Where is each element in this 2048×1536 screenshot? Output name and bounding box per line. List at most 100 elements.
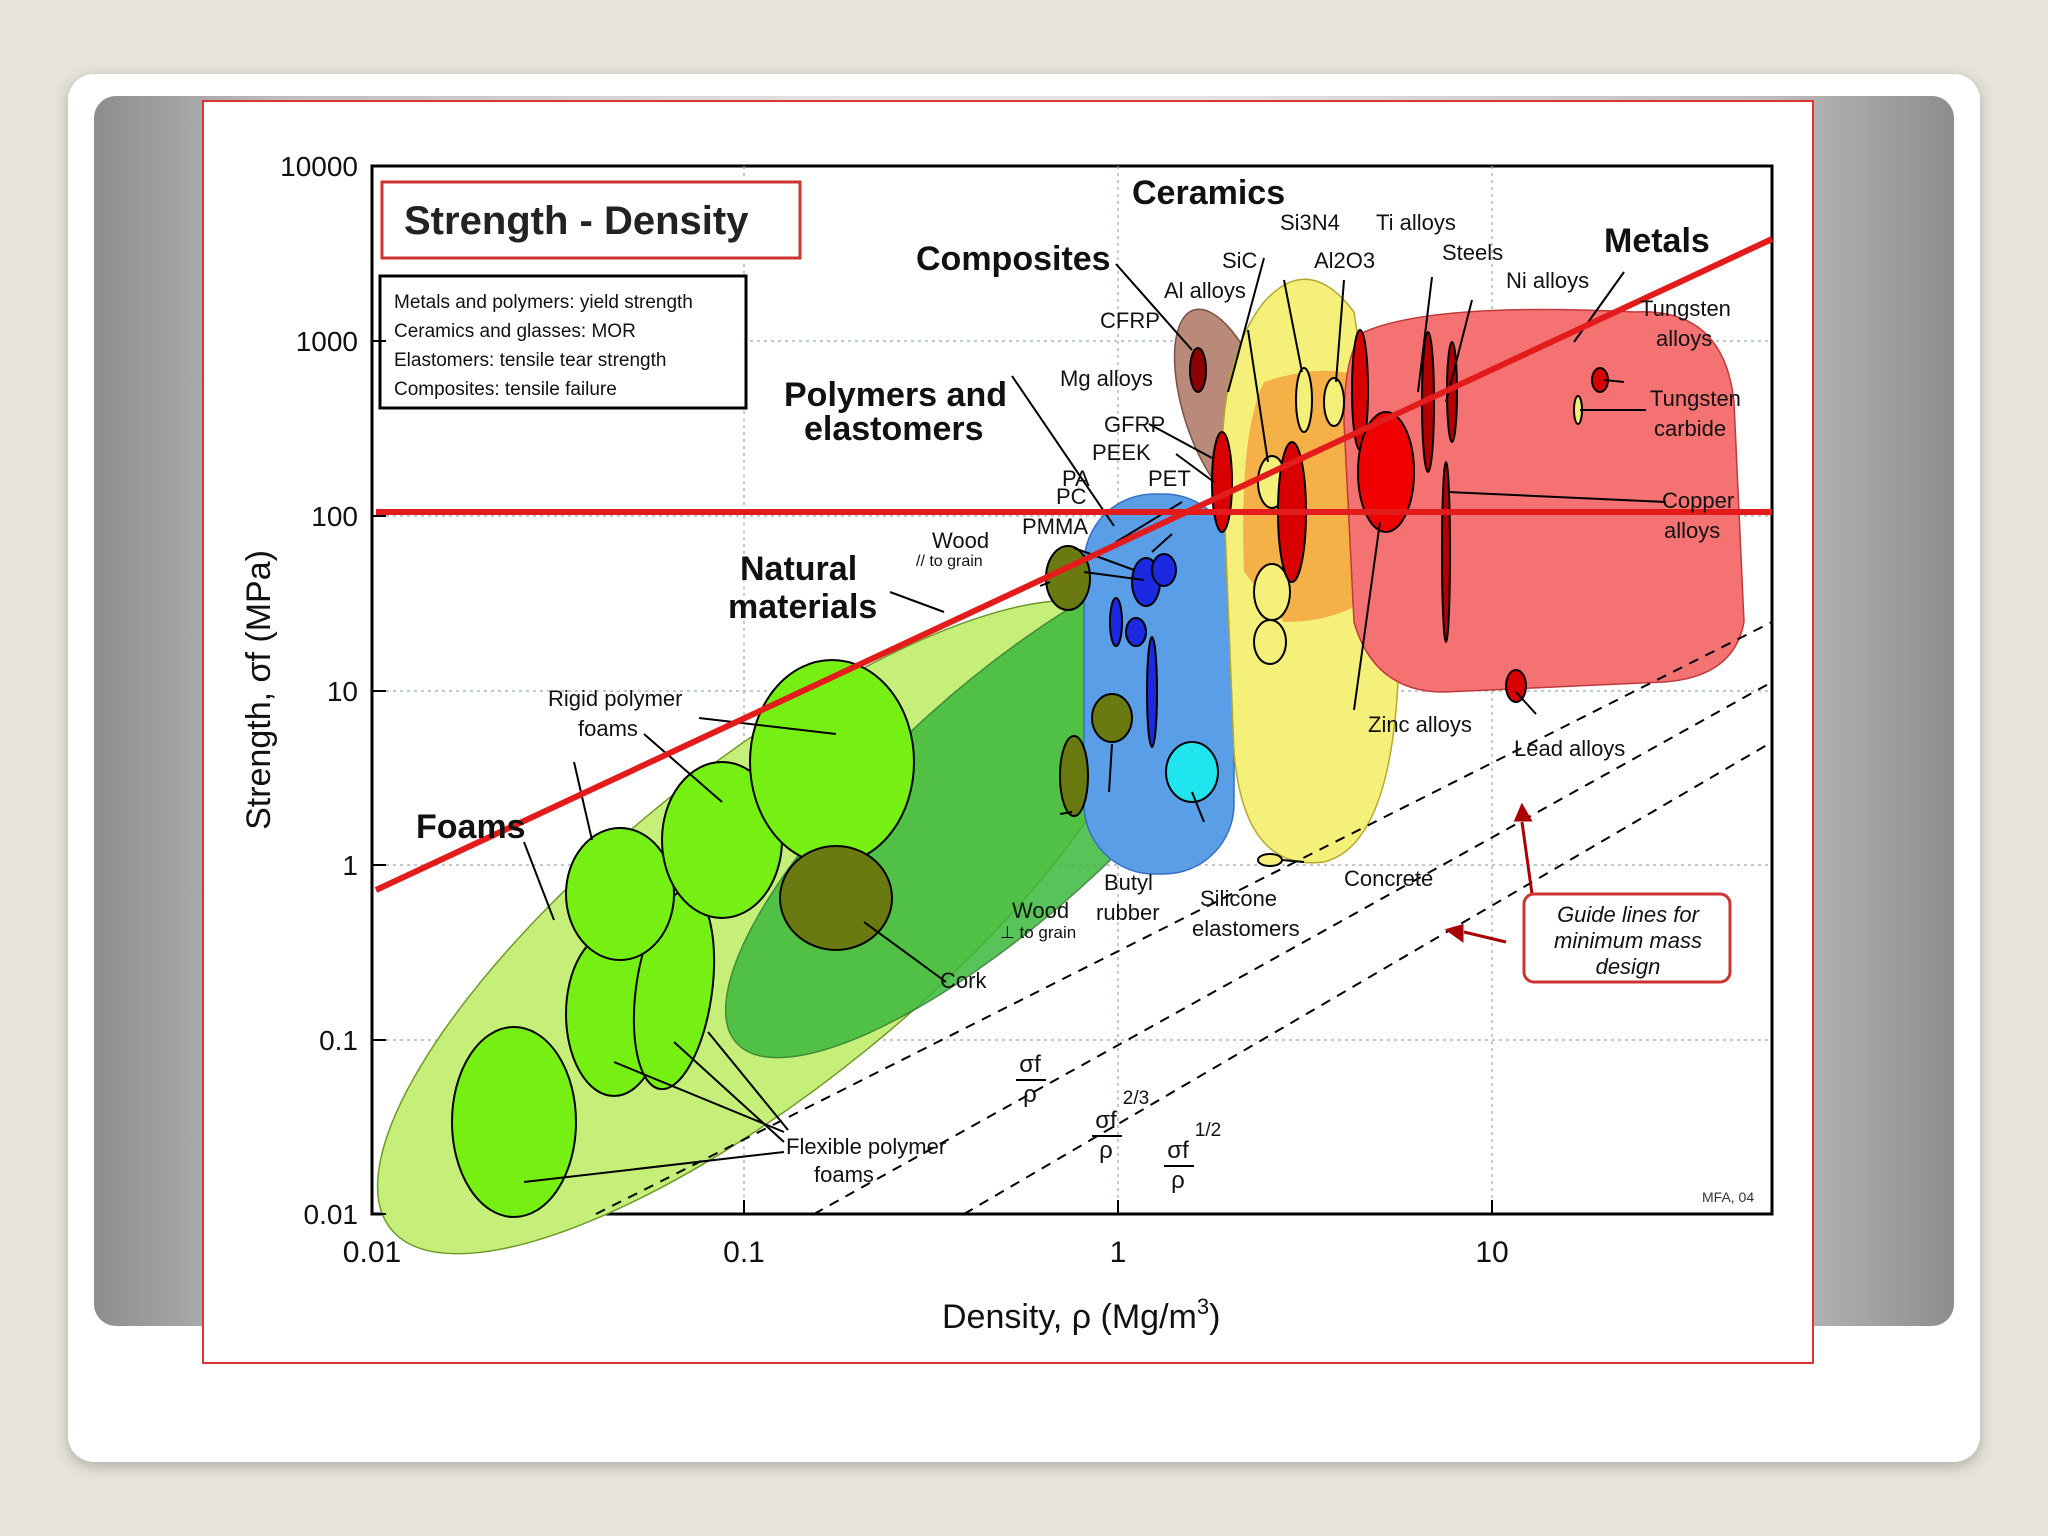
label-wood-perp-2: ⊥ to grain xyxy=(1000,923,1076,942)
family-natural-2: materials xyxy=(728,588,877,626)
label-si3n4: Si3N4 xyxy=(1280,210,1340,235)
bubble-rigid-foam-3 xyxy=(749,659,915,865)
guide-box-text: Guide lines for minimum mass design xyxy=(1554,902,1702,979)
x-axis-label: Density, ρ (Mg/m3) xyxy=(942,1294,1220,1336)
guide-arrows xyxy=(1444,802,1534,944)
label-al2o3: Al2O3 xyxy=(1314,248,1375,273)
y-axis-label: Strength, σf (MPa) xyxy=(240,550,278,830)
x-tick-0.01: 0.01 xyxy=(343,1236,401,1269)
leader-lines xyxy=(523,257,1667,1183)
label-ti-alloys: Ti alloys xyxy=(1376,210,1456,235)
family-labels: Ceramics Composites Metals Polymers and … xyxy=(416,174,1710,846)
family-ceramics: Ceramics xyxy=(1132,174,1285,212)
x-tick-1: 1 xyxy=(1110,1236,1127,1269)
material-bubbles xyxy=(451,329,1609,1218)
label-gfrp: GFRP xyxy=(1104,412,1165,437)
y-tick-0.01: 0.01 xyxy=(304,1199,359,1230)
bubble-silicone xyxy=(1165,741,1219,803)
legend-line-4: Composites: tensile failure xyxy=(394,379,617,400)
guide-formulas: σf ρ σf 2/3 ρ σf 1/2 ρ xyxy=(1016,1051,1221,1194)
bubble-polymer-3 xyxy=(1125,617,1147,647)
family-metals: Metals xyxy=(1604,222,1710,260)
x-tick-labels: 0.01 0.1 1 10 xyxy=(343,1236,1509,1269)
label-al-alloys: Al alloys xyxy=(1164,278,1246,303)
y-tick-labels: 0.01 0.1 1 10 100 1000 10000 xyxy=(280,151,358,1230)
label-peek: PEEK xyxy=(1092,440,1151,465)
label-tungsten-alloys-2: alloys xyxy=(1656,326,1712,351)
formula-3-exp: 1/2 xyxy=(1195,1120,1221,1141)
material-labels: Si3N4 Ti alloys SiC Al2O3 Steels Ni allo… xyxy=(548,210,1741,1187)
bubble-ceramic-4 xyxy=(1295,367,1313,433)
formula-1-num: σf xyxy=(1019,1051,1041,1078)
label-tungsten-carbide-2: carbide xyxy=(1654,416,1726,441)
label-butyl-1: Butyl xyxy=(1104,870,1153,895)
bubble-wood-parallel xyxy=(1045,545,1091,611)
label-flexible-foams-2: foams xyxy=(814,1162,874,1187)
strength-density-chart: Strength - Density Metals and polymers: … xyxy=(240,151,1774,1336)
axis-ticks xyxy=(371,165,1493,1215)
credit: MFA, 04 xyxy=(1702,1189,1754,1205)
legend-line-2: Ceramics and glasses: MOR xyxy=(394,321,636,342)
family-polymers-2: elastomers xyxy=(804,410,984,448)
formula-2-den: ρ xyxy=(1099,1137,1113,1164)
bubble-flex-foam-1 xyxy=(451,1026,577,1218)
label-butyl-2: rubber xyxy=(1096,900,1160,925)
label-steels: Steels xyxy=(1442,240,1503,265)
bubble-cfrp xyxy=(1189,347,1207,393)
formula-2-exp: 2/3 xyxy=(1123,1088,1149,1109)
bubble-concrete xyxy=(1257,853,1283,867)
label-wood-parallel-1: Wood xyxy=(932,528,989,553)
y-tick-1000: 1000 xyxy=(296,326,358,357)
family-foams: Foams xyxy=(416,808,526,846)
guide-text-1: Guide lines for xyxy=(1557,902,1701,927)
x-tick-0.1: 0.1 xyxy=(723,1236,765,1269)
bubble-copper xyxy=(1441,461,1451,643)
label-lead-alloys: Lead alloys xyxy=(1514,736,1625,761)
label-copper-1: Copper xyxy=(1662,488,1734,513)
label-pmma: PMMA xyxy=(1022,514,1088,539)
y-tick-100: 100 xyxy=(311,501,358,532)
label-wood-perp-1: Wood xyxy=(1012,898,1069,923)
formula-1-den: ρ xyxy=(1023,1081,1037,1108)
title-box xyxy=(380,180,802,260)
chart-title: Strength - Density xyxy=(404,199,749,243)
bubble-cork xyxy=(779,845,893,951)
family-natural-1: Natural xyxy=(740,550,857,588)
x-axis-label-end: ) xyxy=(1209,1298,1220,1336)
bubble-polymer-5 xyxy=(1146,636,1158,748)
label-cork: Cork xyxy=(940,968,987,993)
label-rigid-foams-2: foams xyxy=(578,716,638,741)
x-axis-label-main: Density, ρ (Mg/m xyxy=(942,1298,1197,1336)
bubble-gfrp xyxy=(1211,431,1233,533)
bubble-butyl xyxy=(1091,693,1133,743)
formula-2-num: σf xyxy=(1095,1107,1117,1134)
legend-line-3: Elastomers: tensile tear strength xyxy=(394,350,666,371)
label-tungsten-carbide-1: Tungsten xyxy=(1650,386,1741,411)
formula-3-num: σf xyxy=(1167,1137,1189,1164)
y-tick-10000: 10000 xyxy=(280,151,358,182)
y-tick-10: 10 xyxy=(327,676,358,707)
family-composites: Composites xyxy=(916,240,1111,278)
y-tick-0.1: 0.1 xyxy=(319,1025,358,1056)
label-flexible-foams-1: Flexible polymer xyxy=(786,1134,946,1159)
formula-3-den: ρ xyxy=(1171,1167,1185,1194)
guide-box xyxy=(1522,892,1732,984)
label-cfrp: CFRP xyxy=(1100,308,1160,333)
bubble-rigid-foam-1 xyxy=(565,827,675,961)
bubble-ceramic-3 xyxy=(1253,619,1287,665)
label-pet: PET xyxy=(1148,466,1191,491)
bubble-polymer-2 xyxy=(1151,553,1177,587)
label-tungsten-alloys-1: Tungsten xyxy=(1640,296,1731,321)
label-pc: PC xyxy=(1056,484,1087,509)
label-sic: SiC xyxy=(1222,248,1258,273)
guide-lines xyxy=(595,621,1773,1215)
x-axis-label-sup: 3 xyxy=(1197,1294,1209,1319)
family-polymers-1: Polymers and xyxy=(784,376,1007,414)
label-silicone-1: Silicone xyxy=(1200,886,1277,911)
y-tick-1: 1 xyxy=(342,850,358,881)
bubble-al2o3 xyxy=(1323,377,1345,427)
bubble-polymer-4 xyxy=(1109,597,1123,647)
chart-frame: Strength - Density Metals and polymers: … xyxy=(202,100,1814,1364)
label-copper-2: alloys xyxy=(1664,518,1720,543)
label-wood-parallel-2: // to grain xyxy=(916,553,983,570)
